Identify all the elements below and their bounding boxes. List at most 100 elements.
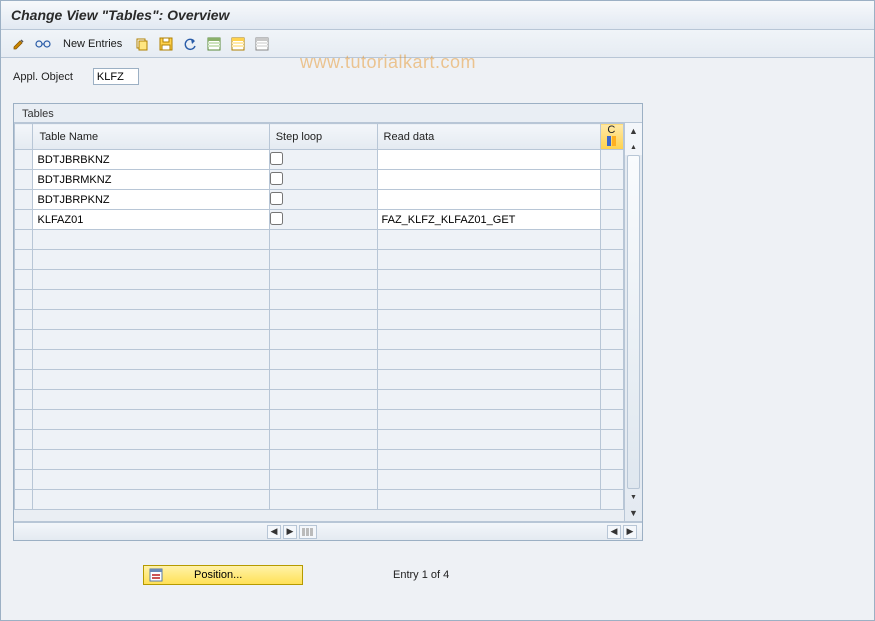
cell-empty [601,390,624,410]
row-selector[interactable] [15,330,33,350]
cell-read-data[interactable] [377,150,601,170]
read-data-input[interactable] [378,150,601,169]
appl-object-input[interactable] [93,68,139,85]
scroll-up2-icon[interactable]: ▲ [625,139,642,155]
table-row[interactable] [15,170,624,190]
hscroll-right-icon[interactable]: ▶ [283,525,297,539]
cell-step-loop[interactable] [269,210,377,230]
scroll-down2-icon[interactable]: ▼ [625,489,642,505]
step-loop-checkbox[interactable] [270,192,283,205]
row-selector[interactable] [15,430,33,450]
scroll-track[interactable] [625,155,642,489]
col-step-loop[interactable]: Step loop [269,124,377,150]
row-selector[interactable] [15,390,33,410]
table-name-input[interactable] [33,170,268,189]
step-loop-checkbox[interactable] [270,212,283,225]
cell-last [601,190,624,210]
cell-last [601,150,624,170]
cell-read-data[interactable] [377,170,601,190]
cell-step-loop[interactable] [269,190,377,210]
table-name-input[interactable] [33,190,268,209]
row-selector[interactable] [15,230,33,250]
table-row[interactable] [15,210,624,230]
grid-table: Table Name Step loop Read data C [14,123,624,510]
cell-empty [33,470,269,490]
step-loop-checkbox[interactable] [270,172,283,185]
table-row[interactable] [15,190,624,210]
footer: Position... Entry 1 of 4 [13,565,862,585]
row-selector[interactable] [15,450,33,470]
appl-object-row: Appl. Object [13,68,862,85]
cell-table-name[interactable] [33,190,269,210]
table-row[interactable] [15,150,624,170]
hscroll-left2-icon[interactable]: ◀ [607,525,621,539]
row-selector[interactable] [15,370,33,390]
select-block-icon[interactable] [228,34,248,54]
cell-table-name[interactable] [33,150,269,170]
step-loop-checkbox[interactable] [270,152,283,165]
horizontal-scrollbar[interactable]: ◀ ▶ ◀ ▶ [14,522,642,540]
row-selector[interactable] [15,150,33,170]
copy-icon[interactable] [132,34,152,54]
cell-empty [601,330,624,350]
grid-wrap: Table Name Step loop Read data C [14,122,642,522]
save-icon[interactable] [156,34,176,54]
row-selector[interactable] [15,250,33,270]
cell-empty [269,470,377,490]
cell-empty [33,410,269,430]
hscroll-left-icon[interactable]: ◀ [267,525,281,539]
row-selector[interactable] [15,470,33,490]
cell-empty [601,490,624,510]
row-selector[interactable] [15,210,33,230]
table-name-input[interactable] [33,210,268,229]
vertical-scrollbar[interactable]: ▲ ▲ ▼ ▼ [624,123,642,521]
cell-read-data[interactable] [377,190,601,210]
cell-empty [269,370,377,390]
cell-empty [601,250,624,270]
read-data-input[interactable] [378,170,601,189]
cell-table-name[interactable] [33,170,269,190]
row-selector[interactable] [15,290,33,310]
read-data-input[interactable] [378,210,601,229]
cell-empty [601,310,624,330]
undo-icon[interactable] [180,34,200,54]
cell-empty [377,390,601,410]
table-row-empty [15,310,624,330]
sel-header[interactable] [15,124,33,150]
scroll-down-icon[interactable]: ▼ [625,505,642,521]
select-all-icon[interactable] [204,34,224,54]
read-data-input[interactable] [378,190,601,209]
cell-step-loop[interactable] [269,170,377,190]
position-button[interactable]: Position... [143,565,303,585]
row-selector[interactable] [15,270,33,290]
cell-table-name[interactable] [33,210,269,230]
cell-empty [269,490,377,510]
cell-step-loop[interactable] [269,150,377,170]
hscroll-config-icon[interactable] [299,525,317,539]
row-selector[interactable] [15,190,33,210]
change-icon[interactable] [9,34,29,54]
row-selector[interactable] [15,310,33,330]
col-read-data[interactable]: Read data [377,124,601,150]
row-selector[interactable] [15,350,33,370]
col-table-name[interactable]: Table Name [33,124,269,150]
scroll-thumb[interactable] [627,155,640,489]
sap-window: Change View "Tables": Overview New Entri… [0,0,875,621]
scroll-up-icon[interactable]: ▲ [625,123,642,139]
hscroll-right2-icon[interactable]: ▶ [623,525,637,539]
cell-empty [33,310,269,330]
new-entries-button[interactable]: New Entries [57,38,128,50]
row-selector[interactable] [15,170,33,190]
cell-empty [269,430,377,450]
table-name-input[interactable] [33,150,268,169]
row-selector[interactable] [15,410,33,430]
glasses-icon[interactable] [33,34,53,54]
col-config[interactable]: C [601,124,624,150]
cell-empty [377,410,601,430]
row-selector[interactable] [15,490,33,510]
table-row-empty [15,330,624,350]
cell-empty [33,370,269,390]
cell-empty [601,450,624,470]
deselect-all-icon[interactable] [252,34,272,54]
cell-read-data[interactable] [377,210,601,230]
